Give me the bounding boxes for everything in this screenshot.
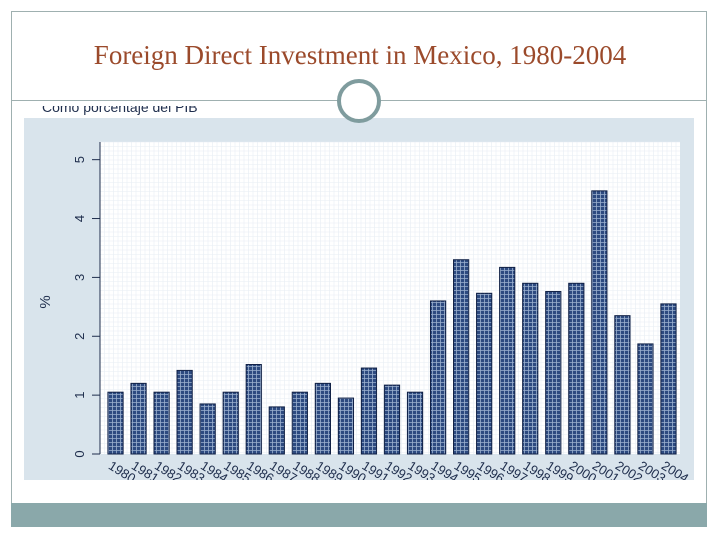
bar-1996 (476, 292, 493, 455)
bar-1991 (360, 367, 378, 455)
bars (107, 190, 677, 455)
bar-2002 (614, 315, 631, 455)
bar-2004 (660, 303, 677, 455)
bar-1987 (268, 406, 285, 455)
y-tick-label: 2 (72, 333, 87, 340)
bar-2001 (591, 190, 608, 455)
bar-1981 (130, 382, 147, 455)
bar-1988 (291, 391, 308, 455)
bar-1995 (453, 259, 470, 455)
chart-area: 0 1 2 3 4 5% 1980 1981 1982 1983 1984 1985 1986 1987 1… (24, 118, 694, 480)
y-axis-label: % (37, 295, 54, 308)
bar-1984 (199, 403, 216, 455)
bar-1985 (222, 391, 239, 455)
bar-2003 (637, 343, 654, 455)
chart-subtitle: Como porcentaje del PIB (42, 106, 198, 115)
slide-title: Foreign Direct Investment in Mexico, 198… (93, 40, 627, 70)
footer-bar (11, 503, 707, 527)
bar-1989 (314, 382, 331, 455)
bar-1994 (429, 300, 447, 455)
bar-chart: 012345%198019811982198319841985198619871… (37, 141, 691, 480)
bar-1990 (337, 397, 355, 455)
bar-1983 (176, 369, 193, 455)
y-tick-label: 0 (72, 450, 87, 457)
bar-1986 (245, 364, 262, 455)
bar-1998 (522, 282, 539, 455)
bar-1980 (107, 391, 124, 455)
bar-1999 (545, 291, 562, 455)
y-tick-label: 5 (72, 156, 87, 163)
bar-1982 (153, 391, 170, 455)
bar-1993 (406, 391, 424, 455)
title-circle-ornament (337, 79, 381, 123)
bar-1997 (499, 266, 516, 455)
y-tick-label: 3 (72, 274, 87, 281)
y-tick-label: 4 (72, 215, 87, 222)
y-tick-label: 1 (72, 392, 87, 399)
bar-2000 (568, 282, 585, 455)
bar-1992 (383, 384, 401, 455)
